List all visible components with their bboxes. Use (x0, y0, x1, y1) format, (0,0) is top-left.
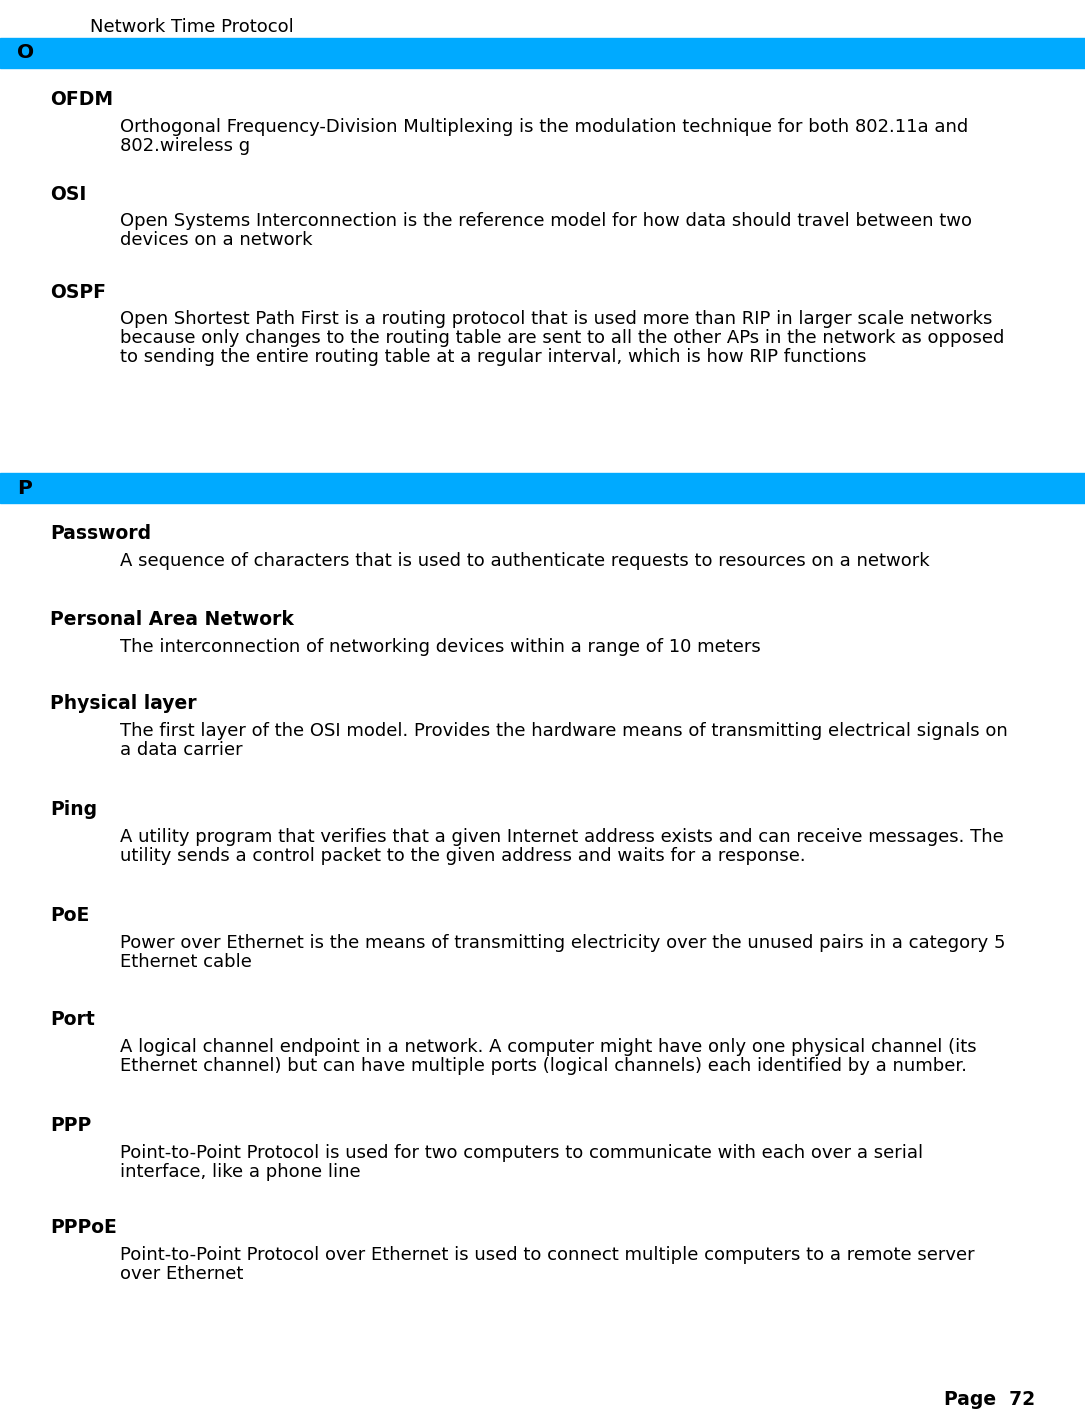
Text: Open Systems Interconnection is the reference model for how data should travel b: Open Systems Interconnection is the refe… (120, 213, 972, 230)
Text: Ethernet channel) but can have multiple ports (logical channels) each identified: Ethernet channel) but can have multiple … (120, 1057, 967, 1075)
Text: Orthogonal Frequency-Division Multiplexing is the modulation technique for both : Orthogonal Frequency-Division Multiplexi… (120, 118, 968, 136)
Text: Physical layer: Physical layer (50, 694, 196, 714)
Text: devices on a network: devices on a network (120, 231, 312, 248)
Text: The interconnection of networking devices within a range of 10 meters: The interconnection of networking device… (120, 638, 761, 656)
Text: The first layer of the OSI model. Provides the hardware means of transmitting el: The first layer of the OSI model. Provid… (120, 722, 1008, 741)
Text: to sending the entire routing table at a regular interval, which is how RIP func: to sending the entire routing table at a… (120, 348, 867, 365)
Text: Point-to-Point Protocol over Ethernet is used to connect multiple computers to a: Point-to-Point Protocol over Ethernet is… (120, 1246, 974, 1264)
Text: P: P (17, 478, 33, 498)
Text: A logical channel endpoint in a network. A computer might have only one physical: A logical channel endpoint in a network.… (120, 1037, 976, 1056)
Text: Ping: Ping (50, 801, 98, 819)
Text: OSI: OSI (50, 186, 87, 204)
Text: because only changes to the routing table are sent to all the other APs in the n: because only changes to the routing tabl… (120, 330, 1005, 347)
Text: utility sends a control packet to the given address and waits for a response.: utility sends a control packet to the gi… (120, 848, 806, 865)
Text: Port: Port (50, 1010, 94, 1029)
Text: OSPF: OSPF (50, 283, 106, 303)
Text: A sequence of characters that is used to authenticate requests to resources on a: A sequence of characters that is used to… (120, 552, 930, 569)
Text: A utility program that verifies that a given Internet address exists and can rec: A utility program that verifies that a g… (120, 828, 1004, 846)
Text: PoE: PoE (50, 906, 89, 925)
Text: O: O (17, 43, 35, 63)
Text: Page  72: Page 72 (944, 1390, 1035, 1408)
Text: Password: Password (50, 524, 151, 544)
Text: over Ethernet: over Ethernet (120, 1264, 243, 1283)
Bar (0, 39, 1085, 68)
Text: Power over Ethernet is the means of transmitting electricity over the unused pai: Power over Ethernet is the means of tran… (120, 935, 1006, 952)
Text: Ethernet cable: Ethernet cable (120, 953, 252, 970)
Text: interface, like a phone line: interface, like a phone line (120, 1163, 360, 1182)
Text: PPP: PPP (50, 1116, 91, 1134)
Text: 802.wireless g: 802.wireless g (120, 137, 251, 156)
Text: OFDM: OFDM (50, 90, 113, 108)
Text: PPPoE: PPPoE (50, 1219, 117, 1237)
Text: Network Time Protocol: Network Time Protocol (90, 19, 294, 36)
Text: Point-to-Point Protocol is used for two computers to communicate with each over : Point-to-Point Protocol is used for two … (120, 1144, 923, 1162)
Text: Personal Area Network: Personal Area Network (50, 609, 294, 629)
Bar (0, 472, 1085, 502)
Text: Open Shortest Path First is a routing protocol that is used more than RIP in lar: Open Shortest Path First is a routing pr… (120, 310, 993, 328)
Text: a data carrier: a data carrier (120, 741, 243, 759)
